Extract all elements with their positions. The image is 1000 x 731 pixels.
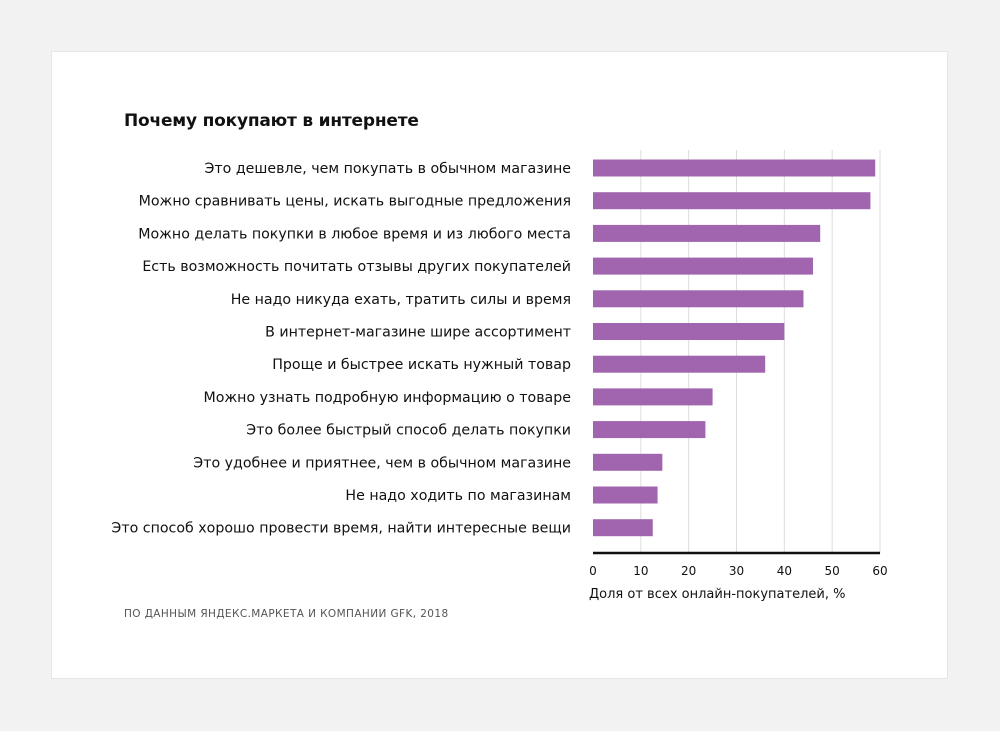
x-tick-label: 0 (589, 564, 597, 578)
bar (593, 192, 871, 210)
x-tick-label: 20 (681, 564, 696, 578)
x-axis-title: Доля от всех онлайн-покупателей, % (589, 587, 845, 602)
x-tick-label: 30 (729, 564, 744, 578)
grid-lines (640, 150, 881, 553)
bar (593, 290, 804, 308)
category-label: Это удобнее и приятнее, чем в обычном ма… (193, 455, 571, 471)
x-tick-label: 60 (872, 564, 887, 578)
bars (593, 159, 876, 537)
category-label: Есть возможность почитать отзывы других … (142, 259, 571, 275)
x-tick-label: 10 (633, 564, 648, 578)
x-axis: 0 10 20 30 40 50 60 (589, 551, 888, 578)
source-note: ПО ДАННЫМ ЯНДЕКС.МАРКЕТА И КОМПАНИИ GFK,… (124, 608, 449, 620)
bar (593, 224, 821, 242)
category-label: Не надо ходить по магазинам (345, 488, 571, 504)
bar (593, 486, 658, 504)
chart-title: Почему покупают в интернете (124, 111, 419, 131)
bar (593, 519, 653, 537)
category-label: Можно сравнивать цены, искать выгодные п… (139, 194, 571, 210)
category-label: Это способ хорошо провести время, найти … (111, 521, 571, 537)
bar (593, 453, 663, 471)
category-label: Не надо никуда ехать, тратить силы и вре… (231, 292, 571, 308)
bar (593, 355, 766, 373)
category-label: Это дешевле, чем покупать в обычном мага… (204, 161, 571, 177)
bar (593, 421, 706, 439)
x-tick-label: 40 (777, 564, 792, 578)
bar (593, 159, 876, 177)
bar (593, 257, 814, 275)
bar (593, 388, 713, 406)
category-labels: Это дешевле, чем покупать в обычном мага… (111, 161, 571, 537)
bar (593, 323, 785, 340)
chart-card (51, 51, 948, 679)
category-label: Можно делать покупки в любое время и из … (138, 226, 571, 242)
category-label: Можно узнать подробную информацию о това… (203, 390, 571, 406)
category-label: В интернет-магазине шире ассортимент (265, 325, 571, 341)
x-tick-label: 50 (825, 564, 840, 578)
category-label: Проще и быстрее искать нужный товар (272, 357, 571, 373)
category-label: Это более быстрый способ делать покупки (246, 423, 571, 439)
